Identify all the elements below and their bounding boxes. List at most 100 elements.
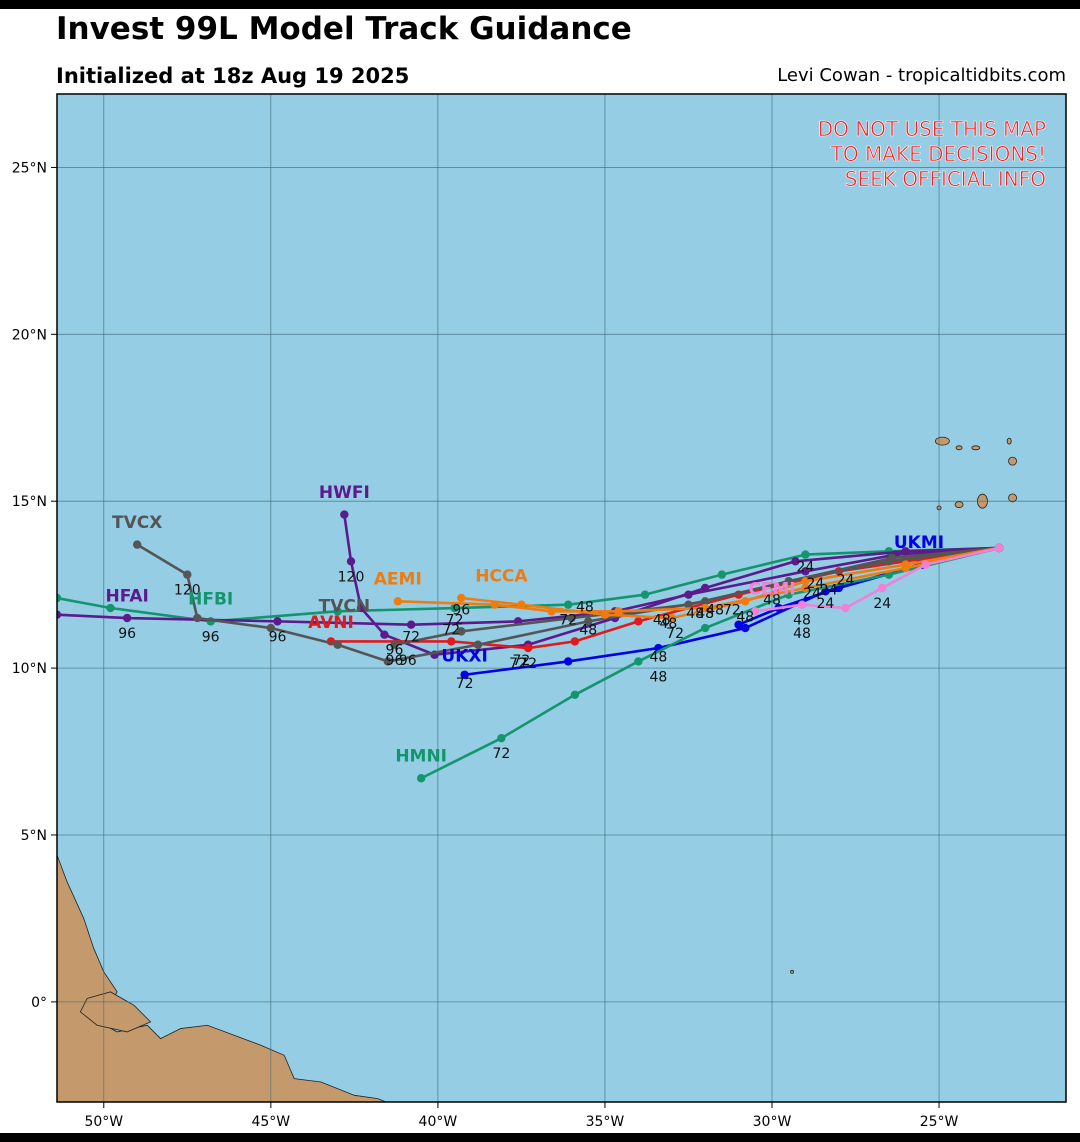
south-america-land — [57, 854, 388, 1102]
credit-text: Levi Cowan - tropicaltidbits.com — [777, 65, 1066, 86]
page-title: Invest 99L Model Track Guidance — [56, 11, 632, 47]
forecast-hour-label: 72 — [509, 656, 527, 672]
disclaimer-warning: DO NOT USE THIS MAP — [818, 117, 1046, 141]
forecast-hour-label: 72 — [559, 613, 577, 629]
track-point — [517, 600, 526, 609]
track-point — [717, 570, 727, 579]
track-point — [333, 640, 342, 649]
track-point — [751, 607, 760, 616]
track-point — [57, 593, 62, 603]
track-point — [684, 600, 693, 609]
track-point — [333, 607, 342, 616]
forecast-hour-label: 24 — [803, 586, 821, 602]
track-point — [497, 733, 506, 743]
track-point — [884, 557, 894, 566]
forecast-hour-label: 24 — [820, 583, 838, 599]
track-name-label: HFAI — [105, 586, 148, 606]
track-name-label: HWFI — [319, 483, 370, 503]
track-name-label: UKXI — [441, 646, 487, 666]
forecast-hour-label: 72 — [492, 746, 510, 762]
track-point — [266, 623, 276, 633]
forecast-hour-label: 48 — [763, 593, 781, 609]
forecast-hour-label: 24 — [837, 573, 855, 589]
lon-tick-label: 35°W — [586, 1114, 625, 1130]
track-point — [523, 643, 533, 653]
track-point — [473, 640, 483, 649]
cape-verde-island — [934, 436, 950, 446]
track-point — [106, 603, 115, 613]
cape-verde-island — [1008, 456, 1017, 466]
track-point — [684, 590, 693, 599]
track-point — [614, 607, 623, 616]
track-name-label: HFBI — [188, 590, 233, 610]
st-peter-paul-rocks — [790, 969, 794, 974]
track-point — [700, 623, 710, 633]
forecast-hour-label: 24 — [807, 576, 825, 592]
disclaimer-warning: TO MAKE DECISIONS! — [830, 142, 1046, 166]
map-border — [56, 93, 1067, 1103]
track-name-label: AEMI — [374, 570, 422, 590]
cape-verde-island — [971, 445, 981, 451]
track-hmni — [416, 543, 1004, 783]
cape-verde-island — [955, 445, 963, 451]
track-point — [821, 587, 830, 596]
track-point — [193, 613, 202, 623]
track-point — [734, 620, 743, 629]
track-point — [570, 690, 580, 699]
track-point — [567, 613, 576, 623]
forecast-hour-label: 72 — [723, 603, 741, 619]
track-line — [397, 546, 1000, 613]
forecast-hour-label: 48 — [653, 613, 671, 629]
track-point — [390, 640, 399, 649]
track-point — [406, 620, 416, 629]
track-name-label: AVNI — [308, 613, 354, 633]
track-point — [563, 600, 573, 609]
lat-tick-label: 20°N — [12, 327, 47, 343]
track-point — [57, 610, 62, 619]
lon-tick-label: 25°W — [920, 1114, 959, 1130]
track-point — [346, 557, 356, 566]
track-point — [356, 603, 366, 613]
forecast-hour-label: 48 — [706, 603, 724, 619]
track-point — [183, 570, 192, 579]
track-point — [457, 593, 466, 603]
forecast-hour-label: 48 — [649, 669, 667, 685]
track-point — [801, 567, 810, 576]
forecast-hour-label: 24 — [873, 596, 891, 612]
track-name-label: CEMI — [748, 580, 795, 600]
track-name-label: TVCN — [319, 596, 370, 616]
track-name-label: UKMI — [894, 533, 944, 553]
track-point — [584, 617, 593, 626]
track-point — [667, 613, 676, 623]
track-line — [420, 546, 1000, 780]
forecast-hour-label: 48 — [579, 623, 597, 639]
track-point — [741, 597, 750, 606]
track-point — [383, 657, 392, 666]
forecast-hour-label: 48 — [793, 626, 811, 642]
track-point — [801, 583, 810, 593]
track-point — [600, 610, 610, 619]
track-point — [634, 617, 643, 626]
track-name-label: HCCA — [475, 566, 528, 586]
track-point — [273, 617, 282, 626]
forecast-hour-label: 96 — [118, 626, 136, 642]
track-point — [340, 510, 349, 519]
track-point — [457, 627, 466, 636]
cape-verde-island — [954, 501, 964, 508]
forecast-hour-label: 72 — [666, 626, 684, 642]
forecast-hour-label: 48 — [649, 649, 667, 665]
init-time-subtitle: Initialized at 18z Aug 19 2025 — [56, 64, 410, 88]
track-point — [878, 583, 887, 593]
forecast-hour-label: 48 — [576, 599, 594, 615]
track-point — [570, 637, 580, 646]
track-point — [122, 613, 132, 623]
ocean-background — [57, 94, 1066, 1102]
lon-tick-label: 30°W — [753, 1114, 792, 1130]
lat-tick-label: 0° — [31, 995, 47, 1011]
forecast-hour-label: 96 — [269, 629, 287, 645]
cape-verde-island — [1006, 437, 1012, 445]
forecast-hour-label: 48 — [736, 609, 754, 625]
track-name-label: HMNI — [395, 747, 447, 767]
